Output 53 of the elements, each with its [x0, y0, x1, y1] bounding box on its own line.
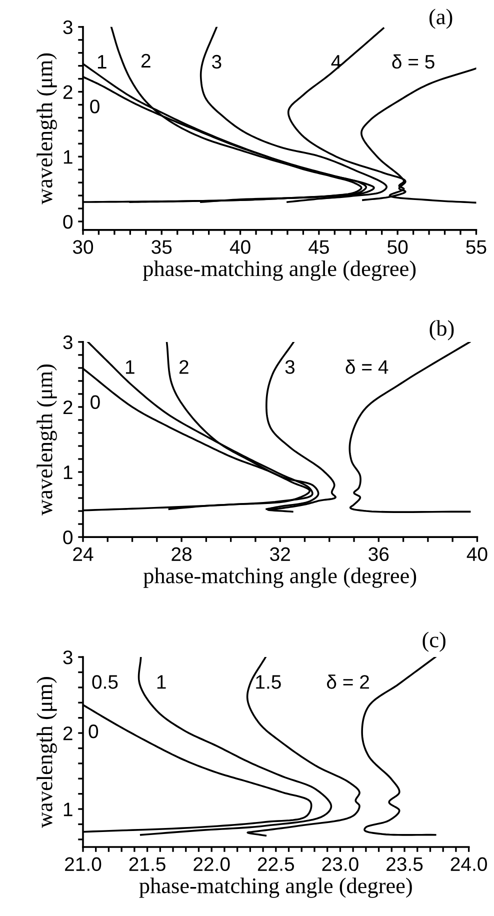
y-tick-label: 2 — [63, 400, 72, 414]
x-tick-label: 40 — [466, 547, 488, 562]
annotation: 0 — [90, 395, 100, 410]
x-tick-label: 50 — [388, 240, 408, 254]
x-tick-label: 24.0 — [450, 857, 487, 872]
y-axis-title: wavelength (μm) — [36, 53, 57, 204]
x-tick-label: 45 — [308, 240, 329, 254]
x-axis-title: phase-matching angle (degree) — [139, 878, 412, 898]
x-tick-label: 22.5 — [258, 857, 294, 872]
annotation: (a) — [429, 8, 452, 29]
x-tick-label: 22.0 — [194, 857, 230, 872]
y-tick-label: 1 — [64, 150, 72, 164]
x-axis-title: phase-matching angle (degree) — [142, 260, 416, 281]
y-tick-label: 1 — [64, 466, 72, 480]
annotation: 1 — [98, 55, 106, 68]
y-axis-title: wavelength (μm) — [36, 364, 57, 516]
text: (c) — [422, 632, 446, 652]
x-tick-label: 55 — [466, 240, 486, 254]
annotation: δ = 5 — [392, 54, 434, 69]
y-tick-label: 0 — [63, 214, 73, 229]
x-axis-title: phase-matching angle (degree) — [143, 568, 416, 588]
x-tick-label: 32 — [270, 547, 290, 562]
x-tick-label: 23.5 — [386, 857, 423, 872]
x-tick-label: 24 — [73, 547, 94, 561]
y-tick-label: 1 — [64, 802, 72, 816]
x-tick-label: 21.5 — [129, 857, 166, 872]
annotation: 3 — [212, 54, 222, 69]
annotation: 3 — [285, 360, 295, 374]
annotation: δ = 4 — [346, 360, 388, 374]
text: (b) — [430, 320, 454, 340]
annotation: 2 — [141, 54, 150, 68]
annotation: 0 — [90, 100, 100, 114]
annotation: 1.5 — [256, 675, 281, 689]
annotation: δ = 2 — [326, 674, 369, 689]
y-tick-label: 3 — [63, 335, 72, 350]
x-tick-label: 28 — [172, 547, 192, 562]
x-tick-label: 30 — [72, 240, 94, 254]
annotation: 0 — [88, 724, 98, 738]
x-tick-label: 35 — [152, 240, 172, 254]
y-tick-label: 2 — [63, 726, 72, 740]
y-tick-label: 0 — [63, 530, 73, 544]
annotation: 1 — [157, 675, 166, 689]
x-tick-label: 21.0 — [65, 857, 102, 872]
x-tick-label: 23.0 — [322, 857, 358, 872]
x-tick-label: 40 — [230, 240, 250, 254]
y-axis-title: wavelength (μm) — [36, 677, 57, 828]
y-tick-label: 3 — [63, 20, 72, 34]
annotation: 1 — [126, 360, 134, 374]
y-tick-label: 3 — [63, 650, 72, 664]
y-tick-label: 2 — [63, 85, 72, 99]
x-tick-label: 36 — [368, 547, 389, 562]
annotation: 0.5 — [92, 675, 118, 689]
annotation: 2 — [179, 360, 188, 374]
